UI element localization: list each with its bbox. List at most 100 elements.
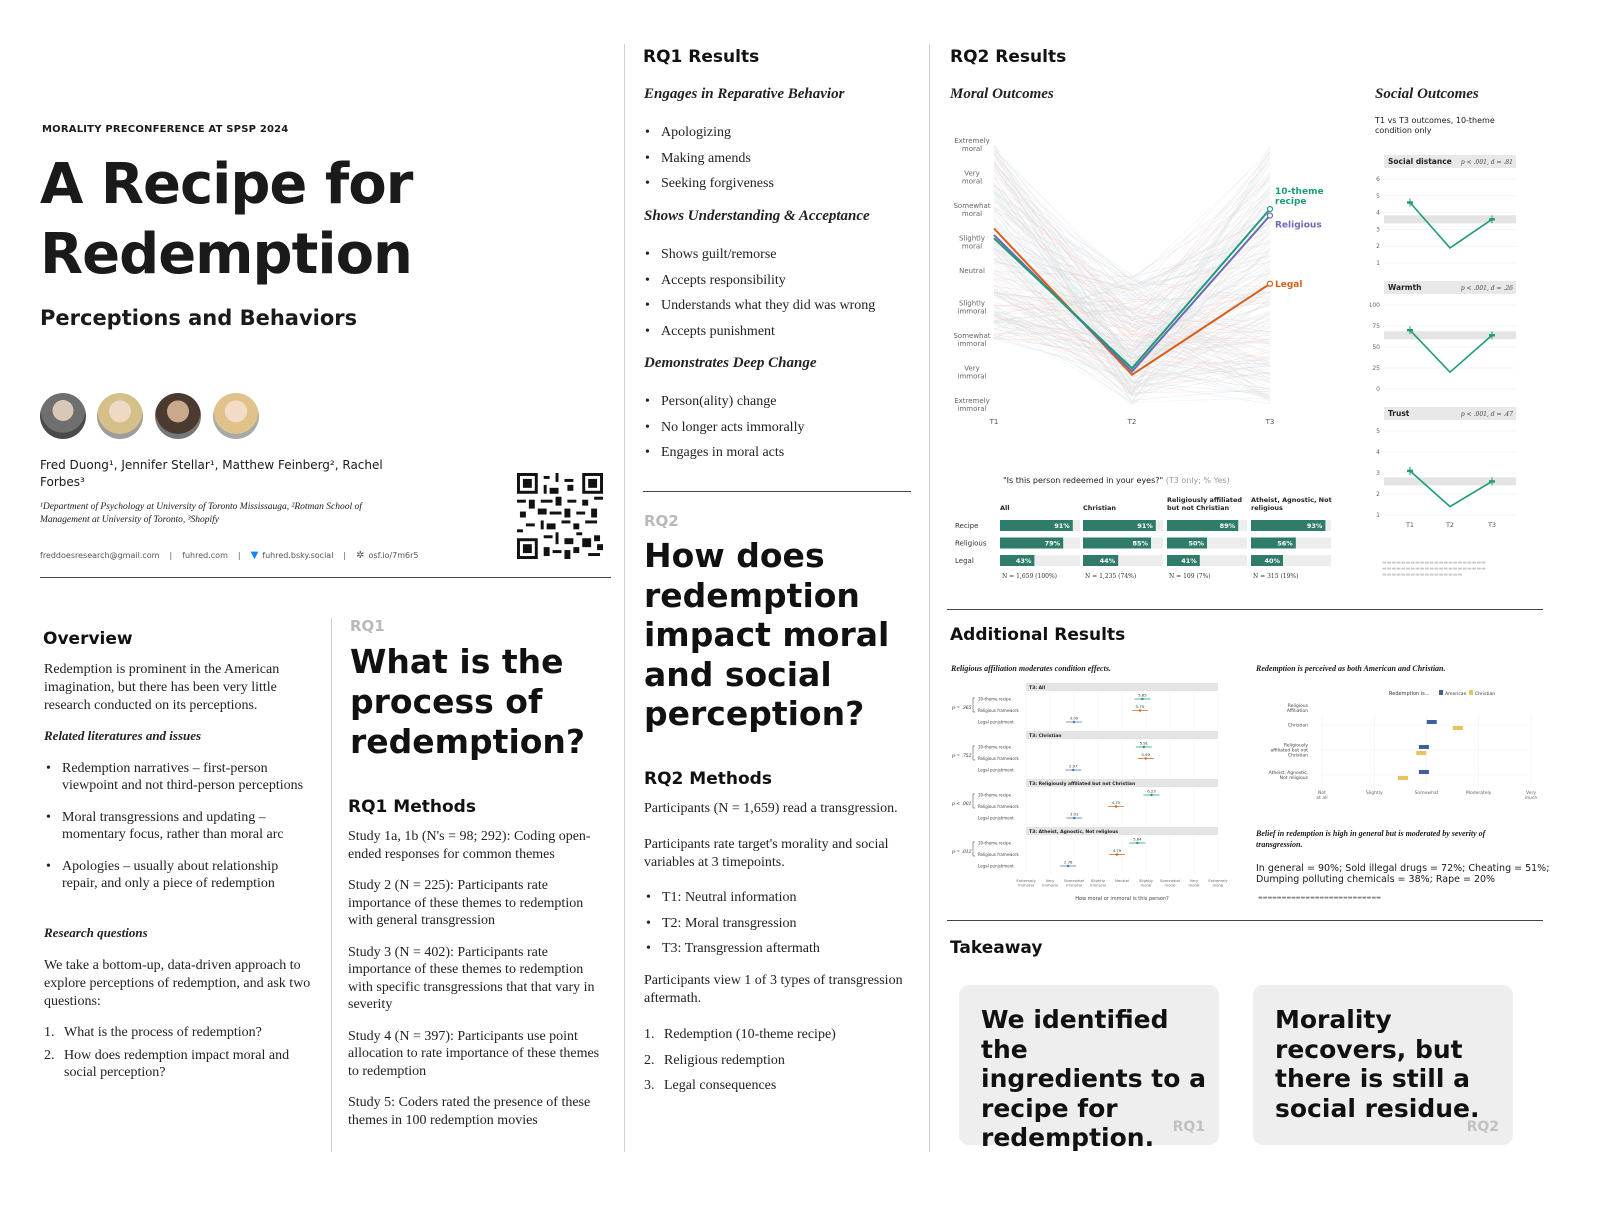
redeemed-question: "Is this person redeemed in your eyes?" … xyxy=(1003,476,1230,485)
bar-fill xyxy=(1083,520,1156,531)
participant-line xyxy=(993,215,1271,357)
participant-line xyxy=(993,163,1271,333)
rq2-tag: RQ2 xyxy=(644,512,679,530)
moral-y-label: Somewhat immoral xyxy=(953,332,990,348)
social-y-tick: 2 xyxy=(1376,491,1380,498)
social-y-tick: 5 xyxy=(1376,428,1380,435)
rq2-aftermath-types: 1. Redemption (10-theme recipe) 2. Religio… xyxy=(644,1022,836,1099)
bar-value: 56% xyxy=(1277,540,1293,548)
ac-axis-title: Affiliation xyxy=(1287,708,1308,714)
participant-line xyxy=(993,183,1271,360)
participant-line xyxy=(993,244,1271,396)
bar-track xyxy=(1251,555,1331,566)
participant-line xyxy=(993,190,1271,378)
rq2-aftermath-type: 1. Redemption (10-theme recipe) xyxy=(644,1027,836,1042)
participant-line xyxy=(993,153,1271,365)
ac-row-label: Religiously affiliated but not Christian xyxy=(1271,743,1309,759)
participant-line xyxy=(993,219,1271,388)
bar-fill xyxy=(1167,537,1207,549)
rq1-theme: Making amends xyxy=(643,146,774,172)
forest-p-value: p < .001 xyxy=(952,801,972,807)
moral-x-label: T1 xyxy=(989,418,999,426)
forest-panel-title: T3: Atheist, Agnostic, Not religious xyxy=(1029,829,1118,835)
forest-row-label: Religious framework xyxy=(978,804,1019,809)
social-footnote: ▬▬▬▬▬▬▬▬▬▬▬▬▬▬▬▬▬▬▬▬▬▬ ▬▬▬▬▬▬▬▬▬▬▬▬▬▬▬▬▬… xyxy=(1382,560,1486,578)
moral-y-label: Slightly moral xyxy=(959,235,985,251)
rq1-theme: Seeking forgiveness xyxy=(643,171,774,197)
belief-values-line: In general = 90%; Sold illegal drugs = 7… xyxy=(1256,863,1550,874)
contact-osf[interactable]: osf.io/7m6r5 xyxy=(368,551,419,560)
forest-panel-header xyxy=(1026,827,1218,835)
redeemed-question-text: "Is this person redeemed in your eyes?" xyxy=(1003,476,1164,485)
rq2-methods-p3: Participants view 1 of 3 types of transg… xyxy=(644,973,903,1006)
bar-track xyxy=(1000,555,1080,566)
participant-line xyxy=(993,214,1271,354)
qr-code[interactable] xyxy=(517,473,603,559)
social-y-tick: 75 xyxy=(1372,323,1380,330)
bar-value: 91% xyxy=(1137,522,1153,530)
participant-line xyxy=(993,325,1271,375)
forest-value: 4.75 xyxy=(1112,800,1121,805)
forest-bracket xyxy=(972,745,975,761)
contact-separator: | xyxy=(169,551,173,560)
participant-line xyxy=(993,243,1271,396)
forest-point xyxy=(1073,816,1076,820)
forest-panel-title: T3: All xyxy=(1029,685,1046,691)
participant-line xyxy=(993,225,1271,321)
participant-line xyxy=(993,229,1271,314)
forest-x-label: Neutral xyxy=(1115,878,1129,883)
ac-box-american xyxy=(1418,770,1429,774)
takeaway-tag: RQ2 xyxy=(1466,1119,1499,1135)
forest-row-label: Religious framework xyxy=(978,756,1019,761)
ac-x-label: Slightly xyxy=(1366,790,1383,796)
forest-row-label: Legal punishment xyxy=(978,720,1014,725)
affiliations-line2: Management at University of Toronto, ³Sh… xyxy=(40,515,219,525)
contact-website[interactable]: fuhred.com xyxy=(182,551,228,560)
participant-line xyxy=(993,158,1271,336)
rq1-study: Study 1a, 1b (N's = 98; 292): Coding ope… xyxy=(348,829,591,862)
forest-row-label: 10-theme recipe xyxy=(978,697,1012,702)
participant-line xyxy=(993,215,1271,291)
participant-line xyxy=(993,159,1271,383)
forest-bracket xyxy=(972,697,975,713)
line-label-recipe: 10-theme recipe xyxy=(1275,187,1324,207)
authors: Fred Duong¹, Jennifer Stellar¹, Matthew … xyxy=(40,457,383,491)
rq1-theme: Apologizing xyxy=(643,120,774,146)
forest-point xyxy=(1114,805,1118,808)
bar-fill xyxy=(1251,520,1326,531)
social-line xyxy=(1409,470,1493,508)
ac-x-label: Very much xyxy=(1525,790,1538,801)
authors-line2: Forbes³ xyxy=(40,475,85,489)
social-panel-title: Trust xyxy=(1388,409,1410,418)
rq2-timepoint: T2: Moral transgression xyxy=(644,911,820,937)
forest-point xyxy=(1142,745,1146,749)
participant-line xyxy=(993,182,1271,387)
redeemed-bar-chart: All 91% 79% 43% N = 1,659 (100%) Christian 91%… xyxy=(955,496,1332,580)
participant-line xyxy=(993,225,1271,391)
poster-title-line2: Redemption xyxy=(40,222,413,287)
forest-value: 5.99 xyxy=(1142,752,1151,757)
participant-line xyxy=(993,304,1271,347)
research-question: 2. How does redemption impact moral and s… xyxy=(44,1048,290,1080)
social-y-tick: 2 xyxy=(1376,243,1380,250)
bar-value: 89% xyxy=(1220,522,1236,530)
social-y-tick: 4 xyxy=(1376,210,1380,217)
participant-line xyxy=(993,272,1271,362)
affiliations: ¹Department of Psychology at University … xyxy=(40,501,362,527)
bar-track xyxy=(1083,555,1163,566)
rq2-aftermath-type: 3. Legal consequences xyxy=(644,1078,777,1093)
rq1-question: What is the process of redemption? xyxy=(350,642,585,762)
research-question: 1. What is the process of redemption? xyxy=(44,1025,262,1040)
bar-group-label: All xyxy=(1000,504,1010,512)
participant-line xyxy=(993,248,1271,377)
rq1-results-heading: RQ1 Results xyxy=(643,47,760,67)
contact-bluesky[interactable]: fuhred.bsky.social xyxy=(262,551,334,560)
participant-line xyxy=(993,159,1271,392)
participant-line xyxy=(993,264,1271,402)
rq1-theme: Engages in moral acts xyxy=(643,440,804,466)
conference-label: MORALITY PRECONFERENCE AT SPSP 2024 xyxy=(42,124,289,135)
additional-results-divider xyxy=(947,920,1543,921)
forest-x-label: Slightly moral xyxy=(1139,878,1154,888)
participant-line xyxy=(993,304,1271,396)
contact-email[interactable]: freddoesresearch@gmail.com xyxy=(40,551,160,560)
